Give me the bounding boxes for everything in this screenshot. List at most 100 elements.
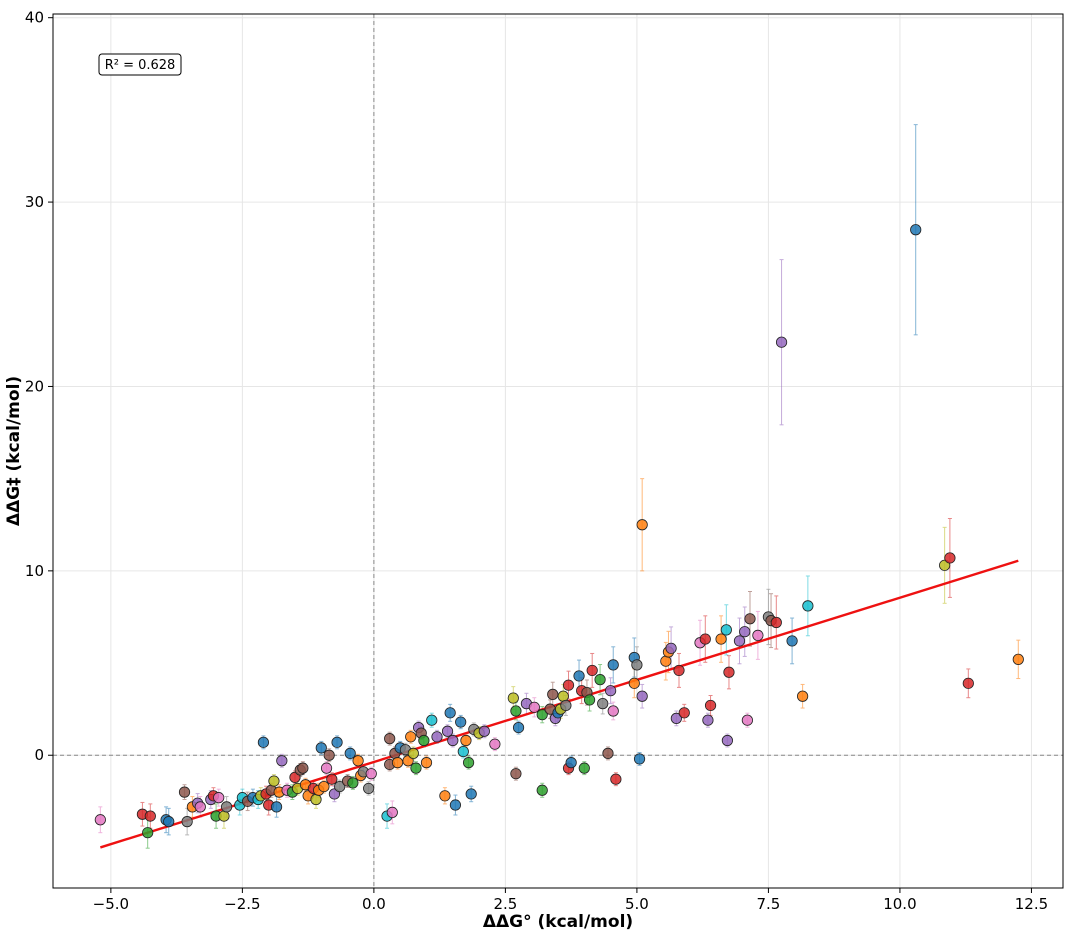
- grid-layer: [53, 14, 1063, 888]
- data-point: [465, 788, 477, 800]
- data-point: [610, 773, 622, 785]
- y-tick-label: 10: [25, 562, 44, 580]
- data-point: [455, 716, 467, 728]
- data-point: [721, 734, 733, 747]
- data-point: [536, 784, 548, 796]
- data-point: [334, 780, 346, 793]
- reference-lines: [53, 14, 1063, 888]
- data-point: [962, 677, 974, 689]
- data-point: [489, 738, 501, 750]
- data-point: [597, 698, 609, 710]
- data-point: [699, 633, 711, 645]
- data-point: [605, 685, 617, 697]
- data-point: [213, 792, 225, 804]
- data-point: [562, 679, 575, 691]
- y-tick-label: 0: [34, 746, 44, 764]
- data-point: [144, 810, 156, 822]
- data-point: [631, 659, 643, 671]
- data-point: [418, 734, 430, 747]
- data-point: [607, 659, 619, 671]
- data-point: [444, 707, 456, 719]
- data-point: [665, 642, 677, 654]
- data-point: [586, 664, 598, 677]
- data-point: [633, 753, 646, 765]
- x-tick-label: −2.5: [224, 895, 260, 913]
- data-point: [218, 810, 230, 822]
- points-layer: [94, 224, 1024, 839]
- y-axis-title: ΔΔG‡ (kcal/mol): [4, 376, 24, 526]
- data-point: [578, 762, 590, 774]
- data-point: [310, 793, 322, 806]
- x-axis-title: ΔΔG° (kcal/mol): [483, 912, 633, 932]
- data-point: [297, 762, 309, 774]
- y-tick-label: 20: [25, 377, 44, 395]
- data-point: [318, 780, 330, 793]
- data-point: [384, 733, 396, 745]
- data-point: [741, 714, 753, 726]
- data-point: [257, 736, 270, 748]
- tick-layer: −5.0 −2.5 0.0 2.5 5.0 7.5 10.0 12.5 0 10 20 30 40: [25, 9, 1048, 913]
- data-point: [512, 721, 525, 734]
- data-point: [797, 690, 809, 702]
- data-point: [507, 692, 519, 704]
- data-point: [510, 768, 522, 780]
- x-tick-label: 0.0: [362, 895, 386, 913]
- data-point: [733, 635, 746, 647]
- data-point: [331, 736, 343, 748]
- data-point: [163, 816, 175, 828]
- data-point: [636, 690, 648, 702]
- data-point: [628, 677, 640, 689]
- data-point: [420, 757, 433, 769]
- data-point: [405, 731, 417, 743]
- x-tick-label: 10.0: [883, 895, 916, 913]
- data-point: [344, 747, 356, 759]
- data-point: [720, 624, 732, 636]
- data-point: [510, 705, 522, 717]
- x-tick-label: −5.0: [93, 895, 129, 913]
- data-point: [315, 742, 327, 754]
- data-point: [547, 688, 559, 700]
- data-point: [775, 336, 788, 348]
- data-point: [536, 709, 548, 721]
- y-tick-label: 30: [25, 193, 44, 211]
- data-point: [565, 757, 577, 769]
- data-point: [352, 755, 364, 767]
- data-point: [557, 690, 569, 702]
- data-point: [770, 616, 782, 629]
- data-point: [702, 714, 714, 726]
- data-point: [441, 725, 454, 737]
- data-point: [460, 734, 472, 747]
- data-point: [449, 799, 462, 811]
- data-point: [660, 655, 672, 667]
- data-point: [181, 816, 193, 828]
- data-point: [457, 745, 469, 758]
- data-point: [363, 782, 375, 795]
- data-point: [178, 786, 191, 798]
- data-point: [94, 814, 106, 826]
- data-point: [602, 747, 614, 759]
- x-tick-label: 7.5: [756, 895, 780, 913]
- data-point: [478, 725, 490, 737]
- data-point: [386, 806, 398, 819]
- data-point: [326, 773, 338, 785]
- data-point: [944, 552, 956, 564]
- data-point: [268, 775, 280, 787]
- data-point: [220, 801, 233, 813]
- data-point: [323, 749, 335, 761]
- r2-annotation: R² = 0.628: [98, 53, 182, 76]
- data-point: [560, 699, 572, 712]
- data-point: [786, 635, 798, 647]
- data-point: [636, 519, 648, 531]
- data-point: [744, 613, 756, 625]
- data-point: [347, 777, 359, 789]
- y-tick-label: 40: [25, 9, 44, 27]
- data-point: [431, 731, 443, 743]
- data-point: [365, 768, 377, 780]
- r2-box: [98, 53, 182, 76]
- data-point: [320, 762, 333, 774]
- data-point: [142, 827, 154, 839]
- data-point: [910, 224, 922, 236]
- data-point: [715, 633, 727, 645]
